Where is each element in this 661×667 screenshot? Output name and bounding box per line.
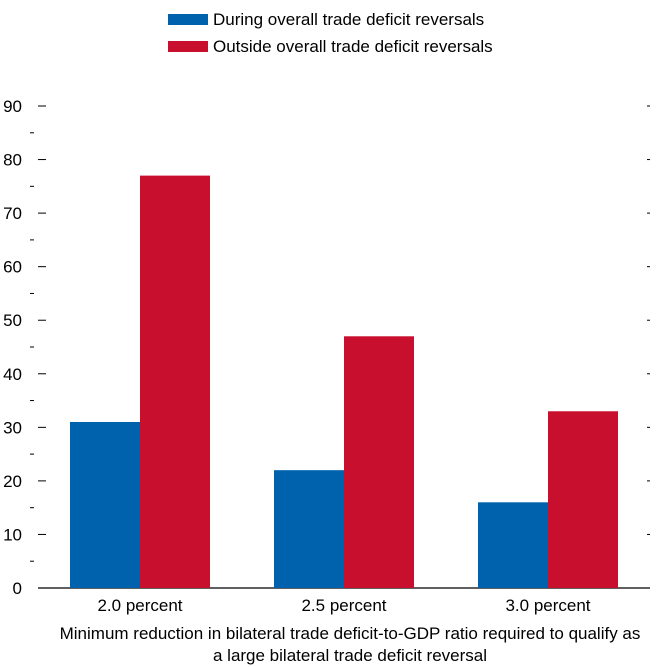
x-axis-title-line-2: a large bilateral trade deficit reversal bbox=[213, 646, 487, 665]
x-axis-title: Minimum reduction in bilateral trade def… bbox=[60, 624, 641, 665]
legend: During overall trade deficit reversals O… bbox=[168, 10, 493, 56]
x-category-label: 2.5 percent bbox=[301, 596, 386, 615]
y-tick-label: 20 bbox=[3, 472, 22, 491]
legend-entry-during: During overall trade deficit reversals bbox=[168, 10, 484, 29]
legend-label-outside: Outside overall trade deficit reversals bbox=[213, 37, 493, 56]
y-tick-label: 10 bbox=[3, 525, 22, 544]
legend-swatch-outside bbox=[168, 41, 208, 52]
bar-during-1 bbox=[70, 421, 140, 588]
y-tick-label: 80 bbox=[3, 151, 22, 170]
y-tick-label: 40 bbox=[3, 365, 22, 384]
y-tick-label: 90 bbox=[3, 97, 22, 116]
bar-during-3 bbox=[478, 502, 548, 588]
legend-swatch-during bbox=[168, 14, 208, 25]
x-axis-title-line-1: Minimum reduction in bilateral trade def… bbox=[60, 624, 641, 643]
y-axis-ticks: 0 10 20 30 40 50 60 70 80 90 bbox=[3, 97, 650, 598]
x-category-label: 2.0 percent bbox=[97, 596, 182, 615]
legend-entry-outside: Outside overall trade deficit reversals bbox=[168, 37, 493, 56]
bar-outside-3 bbox=[548, 411, 618, 588]
bar-outside-2 bbox=[344, 336, 414, 588]
y-tick-label: 60 bbox=[3, 258, 22, 277]
bars bbox=[70, 175, 618, 588]
y-tick-label: 30 bbox=[3, 418, 22, 437]
x-axis-categories: 2.0 percent 2.5 percent 3.0 percent bbox=[97, 596, 590, 615]
y-tick-label: 0 bbox=[13, 579, 22, 598]
bar-during-2 bbox=[274, 470, 344, 588]
y-tick-label: 70 bbox=[3, 204, 22, 223]
x-category-label: 3.0 percent bbox=[505, 596, 590, 615]
legend-label-during: During overall trade deficit reversals bbox=[213, 10, 484, 29]
bar-outside-1 bbox=[140, 175, 210, 588]
y-tick-label: 50 bbox=[3, 311, 22, 330]
